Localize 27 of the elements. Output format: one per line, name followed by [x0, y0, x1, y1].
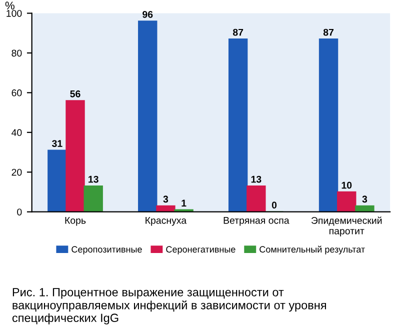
data-label: 13: [88, 176, 98, 183]
data-label: 10: [342, 182, 352, 189]
data-label: 0: [272, 202, 277, 209]
data-label: 3: [362, 196, 368, 203]
data-label: 96: [142, 10, 153, 18]
y-axis-title: %: [5, 2, 14, 10]
y-tick-label: 60: [12, 89, 22, 96]
y-tick-label: 100: [6, 10, 22, 17]
data-label: 1: [182, 200, 186, 206]
y-tick-label: 20: [12, 168, 22, 176]
data-label: 3: [163, 196, 168, 203]
data-label: 13: [251, 176, 262, 183]
x-tick-label: Корь: [65, 217, 86, 226]
data-label: 87: [323, 28, 334, 36]
legend-label: Серопозитивные: [72, 246, 142, 254]
data-label: 56: [70, 90, 80, 98]
data-label: 31: [52, 140, 62, 147]
y-tick-label: 40: [12, 129, 22, 136]
x-tick-label: Краснуха: [146, 217, 187, 226]
legend-label: Серонегативные: [166, 246, 236, 254]
y-tick-label: 80: [12, 50, 22, 57]
x-tick-label: Ветряная оспа: [224, 217, 290, 226]
y-tick-label: 0: [17, 208, 22, 216]
x-tick-label: Эпидемический паротит: [311, 216, 382, 236]
text: Рис. 1. Процентное выражение защищенности от вакциноуправляемых инфекций в зависимости от уровня специфических IgG: [12, 288, 326, 324]
data-label: 87: [232, 28, 244, 36]
legend-label: Сомнительный результат: [260, 246, 365, 254]
